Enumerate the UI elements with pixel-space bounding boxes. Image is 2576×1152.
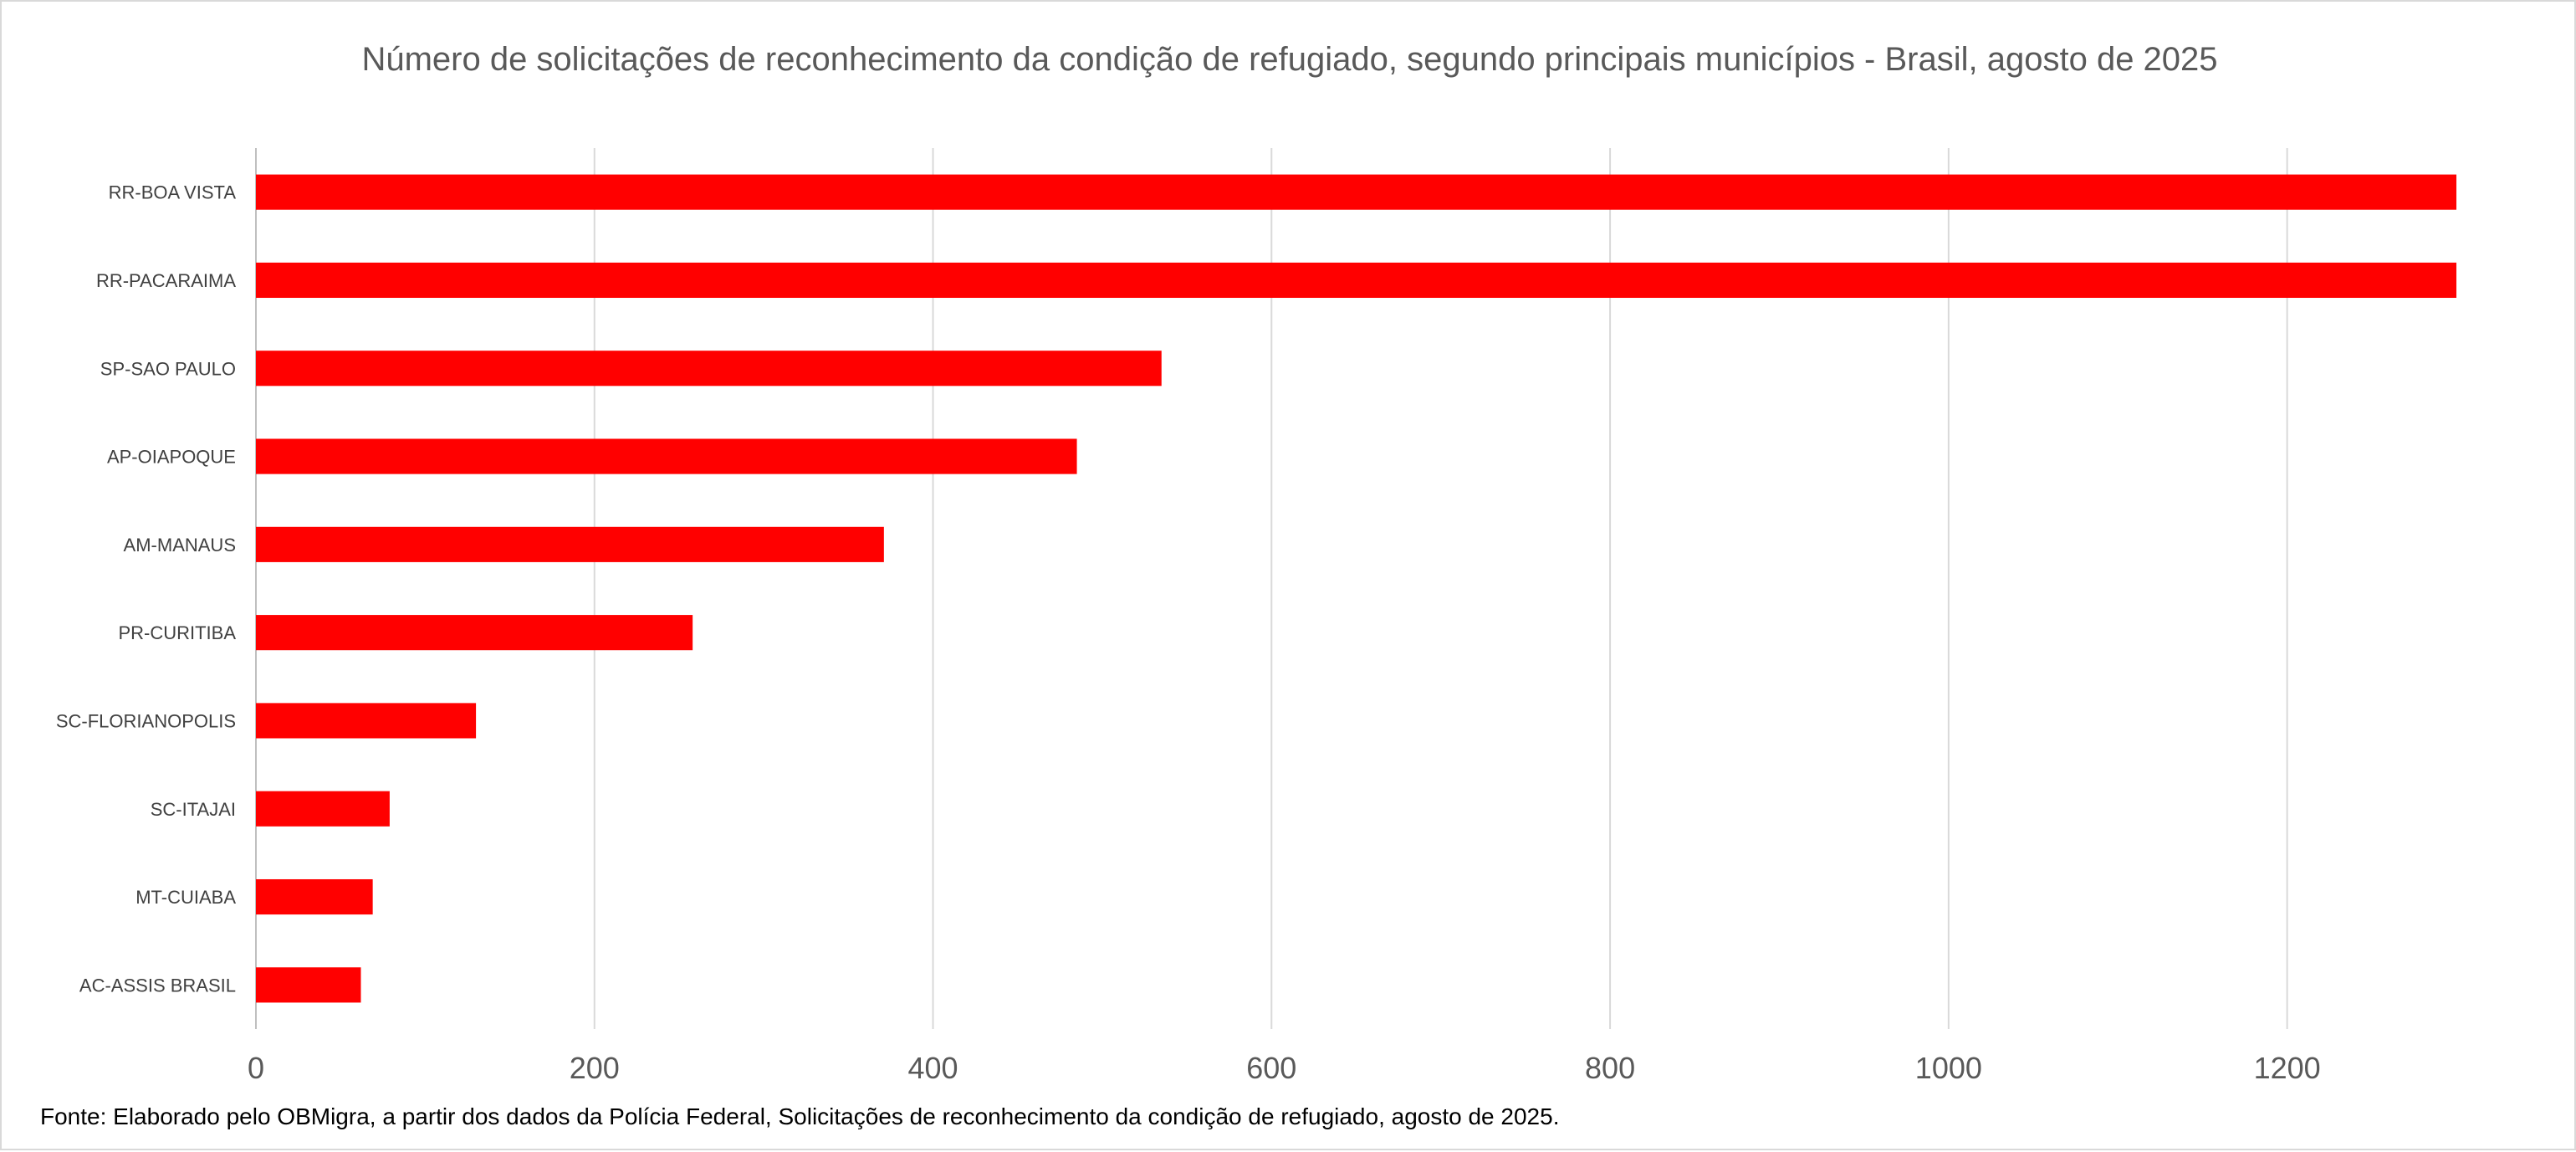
bar-sc-itajai bbox=[256, 791, 390, 827]
x-tick-label-1200: 1200 bbox=[2254, 1051, 2321, 1085]
bar-ac-assis-brasil bbox=[256, 967, 361, 1003]
bars bbox=[256, 174, 2456, 1003]
category-label-sp-sao-paulo: SP-SAO PAULO bbox=[100, 358, 236, 379]
bar-sc-florianopolis bbox=[256, 703, 477, 739]
x-tick-label-400: 400 bbox=[907, 1051, 958, 1085]
category-label-ac-assis-brasil: AC-ASSIS BRASIL bbox=[79, 975, 236, 996]
bar-sp-sao-paulo bbox=[256, 351, 1162, 387]
category-label-rr-boa-vista: RR-BOA VISTA bbox=[109, 182, 237, 203]
category-label-rr-pacaraima: RR-PACARAIMA bbox=[96, 270, 236, 291]
x-tick-label-600: 600 bbox=[1246, 1051, 1296, 1085]
x-tick-label-1000: 1000 bbox=[1915, 1051, 1982, 1085]
bar-am-manaus bbox=[256, 526, 884, 562]
chart-title: Número de solicitações de reconhecimento… bbox=[361, 41, 2217, 78]
x-tick-label-200: 200 bbox=[570, 1051, 620, 1085]
x-axis-tick-labels: 0 200 400 600 800 1000 1200 bbox=[248, 1051, 2321, 1085]
bar-mt-cuiaba bbox=[256, 878, 373, 915]
category-label-sc-florianopolis: SC-FLORIANOPOLIS bbox=[56, 710, 236, 731]
category-label-mt-cuiaba: MT-CUIABA bbox=[135, 887, 236, 908]
category-label-ap-oiapoque: AP-OIAPOQUE bbox=[107, 447, 236, 468]
bar-pr-curitiba bbox=[256, 615, 693, 651]
x-tick-label-0: 0 bbox=[248, 1051, 264, 1085]
category-labels: RR-BOA VISTA RR-PACARAIMA SP-SAO PAULO AP-O… bbox=[56, 182, 236, 996]
source-note: Fonte: Elaborado pelo OBMigra, a partir … bbox=[40, 1103, 1559, 1129]
bar-rr-pacaraima bbox=[256, 262, 2456, 299]
x-tick-label-800: 800 bbox=[1585, 1051, 1635, 1085]
bar-ap-oiapoque bbox=[256, 438, 1077, 474]
category-label-pr-curitiba: PR-CURITIBA bbox=[118, 622, 236, 643]
category-label-sc-itajai: SC-ITAJAI bbox=[151, 799, 236, 820]
bar-rr-boa-vista bbox=[256, 174, 2456, 210]
category-label-am-manaus: AM-MANAUS bbox=[124, 535, 236, 556]
